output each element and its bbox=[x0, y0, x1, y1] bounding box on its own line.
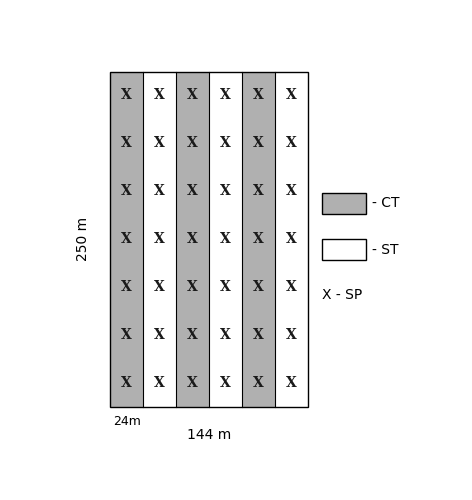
Text: X: X bbox=[253, 136, 264, 150]
Bar bbox=[110, 72, 143, 406]
Text: X: X bbox=[121, 136, 132, 150]
Text: X: X bbox=[154, 232, 165, 246]
Text: X: X bbox=[220, 136, 231, 150]
Text: X: X bbox=[220, 88, 231, 102]
Text: X: X bbox=[187, 328, 198, 342]
Text: X: X bbox=[187, 88, 198, 102]
Text: - ST: - ST bbox=[372, 242, 398, 256]
Text: X: X bbox=[220, 280, 231, 294]
Text: X: X bbox=[121, 328, 132, 342]
Text: X: X bbox=[154, 328, 165, 342]
Text: X: X bbox=[253, 376, 264, 390]
Text: X: X bbox=[154, 184, 165, 198]
Text: X: X bbox=[220, 328, 231, 342]
Text: X: X bbox=[286, 136, 297, 150]
Text: - CT: - CT bbox=[372, 196, 399, 210]
Text: 24m: 24m bbox=[113, 415, 141, 428]
Text: X: X bbox=[121, 376, 132, 390]
Text: X: X bbox=[154, 136, 165, 150]
Text: X: X bbox=[121, 232, 132, 246]
Text: X: X bbox=[220, 184, 231, 198]
Text: X: X bbox=[154, 376, 165, 390]
Bar bbox=[322, 239, 366, 260]
Text: X: X bbox=[187, 376, 198, 390]
Bar bbox=[176, 72, 209, 406]
Bar bbox=[322, 193, 366, 214]
Text: X: X bbox=[253, 184, 264, 198]
Text: X: X bbox=[187, 136, 198, 150]
Bar bbox=[275, 72, 308, 406]
Text: X: X bbox=[286, 232, 297, 246]
Text: X: X bbox=[286, 184, 297, 198]
Text: X: X bbox=[154, 88, 165, 102]
Text: X: X bbox=[286, 88, 297, 102]
Text: X: X bbox=[286, 280, 297, 294]
Text: X: X bbox=[286, 376, 297, 390]
Text: X: X bbox=[220, 376, 231, 390]
Text: X: X bbox=[187, 184, 198, 198]
Bar bbox=[143, 72, 176, 406]
Text: 144 m: 144 m bbox=[187, 428, 231, 442]
Text: X: X bbox=[121, 184, 132, 198]
Text: X: X bbox=[253, 88, 264, 102]
Text: X: X bbox=[121, 280, 132, 294]
Bar bbox=[110, 72, 308, 406]
Text: X: X bbox=[286, 328, 297, 342]
Text: X: X bbox=[187, 280, 198, 294]
Text: X - SP: X - SP bbox=[322, 288, 362, 302]
Text: X: X bbox=[220, 232, 231, 246]
Bar bbox=[242, 72, 275, 406]
Text: X: X bbox=[253, 280, 264, 294]
Text: X: X bbox=[253, 328, 264, 342]
Text: X: X bbox=[154, 280, 165, 294]
Bar bbox=[209, 72, 242, 406]
Text: 250 m: 250 m bbox=[76, 217, 90, 261]
Text: X: X bbox=[121, 88, 132, 102]
Text: X: X bbox=[187, 232, 198, 246]
Text: X: X bbox=[253, 232, 264, 246]
